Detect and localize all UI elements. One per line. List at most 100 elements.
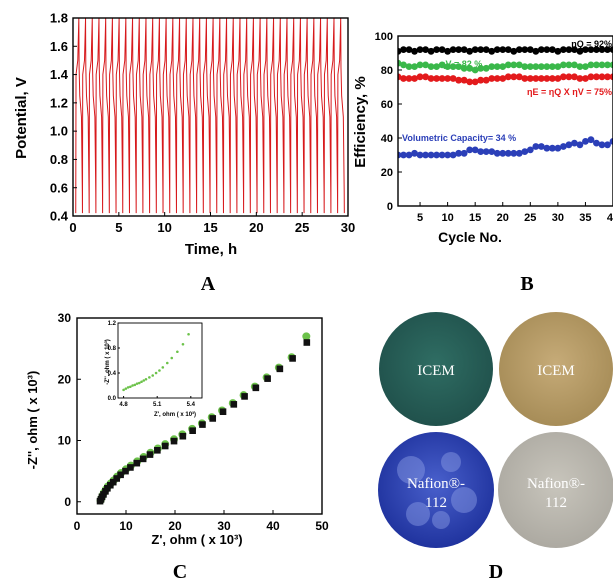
panel-b-axes: 5 10 15 20 25 30 35 40 0 20 40 60 80 100 [375, 31, 613, 224]
panel-c-point-square [219, 408, 227, 416]
panel-a-ytick-label: 1.8 [50, 11, 68, 26]
panel-b-xtick-label: 40 [607, 212, 613, 224]
panel-b-point-s3 [427, 151, 435, 159]
panel-b-point-s2 [482, 76, 490, 84]
panel-c-point-square [179, 432, 187, 440]
panel-b-point-s0 [598, 46, 606, 53]
panel-b-point-s0 [565, 46, 573, 53]
panel-b-point-s1 [515, 61, 523, 69]
panel-b-ytick-label: 0 [387, 201, 393, 213]
inset-point [144, 377, 148, 381]
panel-c-series [96, 332, 311, 505]
panel-b-point-s1 [482, 64, 490, 72]
panel-b-series [398, 46, 613, 159]
panel-b-point-s2 [554, 75, 562, 82]
panel-b-xtick-label: 15 [469, 212, 481, 224]
panel-b-point-s0 [510, 47, 518, 55]
panel-b-point-s1 [526, 63, 534, 70]
panel-label-b: B [520, 273, 533, 295]
stain-spot [451, 487, 477, 513]
membrane-label: ICEM [417, 363, 455, 379]
panel-b-point-s0 [593, 46, 600, 53]
panel-a-xlabel: Time, h [185, 241, 237, 258]
panel-c-point-square [161, 442, 169, 450]
panel-b-point-s1 [587, 61, 595, 69]
panel-b-ytick-label: 60 [381, 99, 393, 111]
panel-b-point-s2 [471, 78, 479, 86]
panel-b-point-s2 [537, 75, 545, 82]
panel-b-point-s0 [582, 46, 589, 53]
panel-b-point-s3 [455, 149, 463, 157]
panel-b-point-s3 [460, 149, 468, 157]
panel-b-point-s2 [422, 73, 429, 81]
inset-ytick-label: 0.0 [108, 396, 117, 402]
panel-c-ytick-label: 10 [58, 434, 72, 448]
panel-b-point-s0 [427, 47, 435, 55]
panel-b-point-s3 [449, 151, 457, 159]
panel-b-point-s1 [543, 63, 551, 70]
panel-a-voltage-curve [75, 18, 345, 214]
panel-b-point-s2 [609, 73, 613, 81]
panel-b-point-s3 [493, 149, 501, 157]
panel-b-frame [397, 35, 613, 207]
panel-b-xtick-label: 25 [524, 212, 536, 224]
panel-c-xtick-label: 30 [217, 519, 231, 533]
panel-b-point-s3 [510, 149, 518, 157]
panel-b-point-s2 [416, 73, 424, 81]
panel-b-point-s0 [449, 46, 457, 53]
panel-c-point-square [113, 475, 120, 482]
stain-spot [406, 502, 430, 526]
panel-b-point-s2 [598, 73, 606, 81]
panel-a-ylabel: Potential, V [13, 77, 30, 159]
panel-b-point-s1 [576, 63, 584, 70]
panel-b-point-s0 [548, 46, 556, 53]
panel-b-point-s2 [405, 75, 413, 82]
panel-c-axes: 0 10 20 30 40 50 0 10 20 30 [58, 311, 329, 533]
panel-c-ylabel: -Z'', ohm ( x 10³) [25, 371, 40, 470]
panel-a-xtick-label: 10 [157, 220, 171, 235]
panel-b-point-s3 [488, 148, 496, 156]
panel-b-point-s3 [582, 138, 589, 145]
panel-b-point-s3 [571, 139, 578, 147]
panel-b-point-s0 [422, 46, 429, 53]
panel-a-ytick-label: 1.4 [50, 67, 69, 82]
inset-frame [117, 322, 203, 399]
inset-point [165, 361, 169, 365]
panel-b-point-s0 [554, 47, 562, 55]
panel-b-point-s2 [515, 73, 523, 81]
panel-b-point-s0 [521, 46, 529, 53]
panel-b-point-s1 [438, 61, 446, 69]
panel-b-point-s3 [526, 146, 534, 154]
panel-b-point-s1 [521, 63, 529, 70]
panel-b-point-s0 [532, 47, 540, 55]
panel-b-point-s0 [559, 46, 567, 53]
panel-label-d: D [489, 561, 503, 581]
panel-a-xtick-label: 15 [203, 220, 217, 235]
panel-b-point-s3 [554, 144, 562, 152]
panel-b-point-s1 [565, 61, 573, 69]
panel-b-point-s2 [411, 75, 418, 82]
panel-b-point-s2 [460, 76, 468, 84]
panel-c-point-square [154, 447, 161, 454]
panel-b-point-s3 [499, 149, 507, 157]
panel-c-frame [76, 317, 323, 515]
panel-c-point-square [122, 467, 129, 475]
panel-a-ytick-label: 1.6 [50, 39, 68, 54]
inset-xtick-label: 5.1 [153, 402, 162, 408]
panel-b-point-s2 [499, 75, 507, 82]
panel-b-point-s2 [604, 73, 611, 81]
panel-b-point-s1 [510, 61, 518, 69]
panel-b-point-s0 [515, 46, 523, 53]
panel-c-xtick-label: 50 [315, 519, 329, 533]
panel-b-point-s0 [488, 47, 496, 55]
panel-b-point-s3 [466, 146, 474, 154]
inset-point [148, 376, 151, 379]
panel-c-point-square [170, 437, 178, 445]
inset-axes: 4.8 5.1 5.4 0.0 0.4 0.8 1.2 [108, 321, 203, 408]
panel-b-point-s3 [609, 138, 613, 145]
panel-b-point-s1 [449, 63, 457, 70]
inset-ytick-label: 0.4 [108, 371, 117, 377]
panel-b-ytick-label: 80 [381, 65, 393, 77]
inset-point [181, 342, 185, 346]
